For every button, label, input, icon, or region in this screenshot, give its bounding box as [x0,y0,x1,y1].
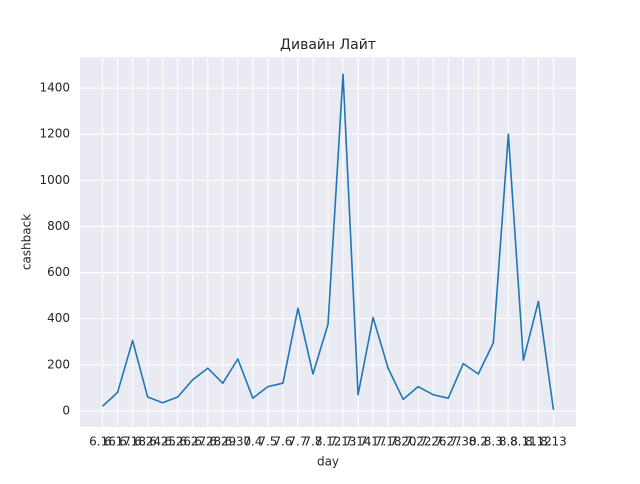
y-tick-label: 1400 [39,81,70,95]
line-series [102,73,555,410]
y-tick-label: 0 [62,403,70,417]
x-tick-label: 8.2 [469,435,488,449]
x-tick-label: 6.16 [89,435,116,449]
x-tick-label: 7.12 [315,435,342,449]
x-tick-label: 6.29 [209,435,236,449]
x-tick-label: 6.26 [164,435,191,449]
x-tick-label: 6.27 [179,435,206,449]
x-tick-label: 7.4 [243,435,262,449]
x-tick-label: 8.13 [540,435,567,449]
x-tick-label: 7.20 [390,435,417,449]
y-tick-label: 600 [47,265,70,279]
x-tick-label: 8.3 [484,435,503,449]
x-tick-label: 6.28 [194,435,221,449]
x-tick-label: 7.14 [345,435,372,449]
x-tick-label: 7.30 [450,435,477,449]
x-tick-label: 7.27 [435,435,462,449]
y-tick-label: 1000 [39,173,70,187]
x-tick-label: 6.25 [149,435,176,449]
x-tick-label: 8.8 [499,435,518,449]
y-tick-label: 800 [47,219,70,233]
y-tick-label: 1200 [39,127,70,141]
x-tick-label: 7.22 [405,435,432,449]
x-tick-label: 7.6 [273,435,292,449]
x-tick-label: 7.13 [330,435,357,449]
x-tick-label: 7.17 [360,435,387,449]
x-tick-label: 6.17 [104,435,131,449]
x-tick-label: 7.18 [375,435,402,449]
y-tick-label: 400 [47,311,70,325]
x-tick-label: 7.26 [420,435,447,449]
x-tick-label: 7.7 [288,435,307,449]
chart-title: Дивайн Лайт [280,37,376,53]
x-tick-label: 8.11 [510,435,537,449]
x-tick-label: 6.18 [119,435,146,449]
x-tick-label: 6.24 [134,435,161,449]
x-tick-label: 7.8 [303,435,322,449]
x-tick-label: 8.12 [525,435,552,449]
y-tick-label: 200 [47,357,70,371]
x-tick-label: 6.30 [224,435,251,449]
y-axis-label: cashback [20,214,34,270]
x-tick-label: 7.5 [258,435,277,449]
x-axis-label: day [317,455,339,469]
